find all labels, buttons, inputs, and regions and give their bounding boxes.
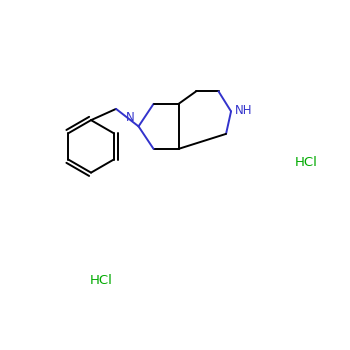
Text: N: N (126, 111, 135, 124)
Text: HCl: HCl (90, 274, 113, 287)
Text: HCl: HCl (295, 156, 318, 169)
Text: NH: NH (235, 104, 253, 117)
